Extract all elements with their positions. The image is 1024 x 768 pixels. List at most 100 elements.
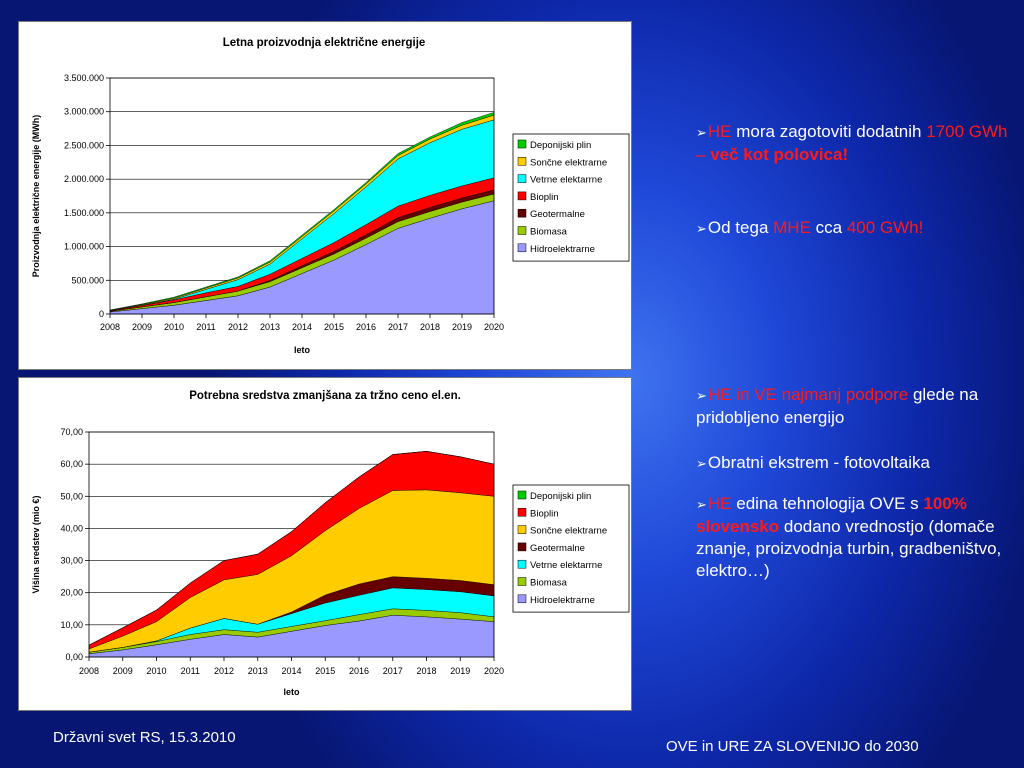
y-tick-label: 1.500.000 xyxy=(64,208,104,218)
chart-panel-funding: Potrebna sredstva zmanjšana za tržno cen… xyxy=(18,377,632,711)
y-tick-label: 20,00 xyxy=(60,588,83,598)
y-tick-label: 70,00 xyxy=(60,427,83,437)
arrow-bullet-icon: ➢ xyxy=(696,388,707,403)
x-tick-label: 2008 xyxy=(100,322,120,332)
x-tick-label: 2020 xyxy=(484,666,504,676)
x-tick-label: 2012 xyxy=(214,666,234,676)
x-tick-label: 2009 xyxy=(113,666,133,676)
legend-swatch xyxy=(517,226,527,235)
bullet-text-part: edina tehnologija OVE s xyxy=(731,494,924,513)
bullet-text-part: glede na pridobljeno energijo xyxy=(696,385,979,427)
footer-title: OVE in URE ZA SLOVENIJO do 2030 xyxy=(666,738,919,755)
legend-label: Biomasa xyxy=(530,578,568,589)
x-tick-label: 2020 xyxy=(484,322,504,332)
y-tick-label: 2.000.000 xyxy=(64,174,104,184)
bullet-photovoltaics: ➢Obratni ekstrem - fotovoltaika xyxy=(696,452,1016,475)
legend-label: Sončne elektrarne xyxy=(530,157,607,168)
y-tick-label: 1.000.000 xyxy=(64,242,104,252)
legend-swatch xyxy=(517,577,527,586)
legend-label: Geotermalne xyxy=(530,543,585,554)
bullet-mhe: ➢Od tega MHE cca 400 GWh! xyxy=(696,217,1016,240)
y-tick-label: 10,00 xyxy=(60,620,83,630)
x-axis-label: leto xyxy=(283,687,300,697)
x-tick-label: 2016 xyxy=(349,666,369,676)
bullet-text-part: cca xyxy=(810,218,847,237)
y-axis-label: Višina sredstev (mio €) xyxy=(31,496,41,594)
legend-label: Hidroelektrarne xyxy=(530,244,595,255)
x-tick-label: 2012 xyxy=(228,322,248,332)
legend-swatch xyxy=(517,191,527,201)
y-tick-label: 30,00 xyxy=(60,556,83,566)
chart-title: Potrebna sredstva zmanjšana za tržno cen… xyxy=(189,390,461,402)
bullet-text-part: HE xyxy=(707,122,732,141)
x-tick-label: 2018 xyxy=(420,322,440,332)
legend-label: Geotermalne xyxy=(530,209,585,220)
bullet-text-part: več kot polovica! xyxy=(710,145,849,164)
x-tick-label: 2019 xyxy=(450,666,470,676)
y-tick-label: 40,00 xyxy=(60,523,83,533)
bullet-he-slovenian: ➢HE edina tehnologija OVE s 100% slovens… xyxy=(696,493,1016,582)
y-tick-label: 50,00 xyxy=(60,491,83,501)
y-tick-label: 3.500.000 xyxy=(64,73,104,83)
x-axis-label: leto xyxy=(294,345,311,355)
legend-label: Vetrne elektarrne xyxy=(530,560,602,571)
bullet-text-part: HE xyxy=(707,494,732,513)
legend-label: Sončne elektrarne xyxy=(530,526,607,537)
bullet-text-part: 100% slovensko xyxy=(696,494,967,536)
legend-swatch xyxy=(517,157,527,166)
chart-panel-production: Letna proizvodnja električne energije 0 50… xyxy=(18,21,632,370)
x-tick-label: 2014 xyxy=(292,322,312,332)
x-tick-label: 2016 xyxy=(356,322,376,332)
y-tick-label: 3.000.000 xyxy=(64,107,104,117)
legend-label: Vetrne elektarrne xyxy=(530,175,602,186)
x-tick-label: 2018 xyxy=(416,666,436,676)
legend-swatch xyxy=(517,208,527,218)
x-tick-label: 2014 xyxy=(281,666,301,676)
bullet-text-part: dodano vrednostjo (domače znanje, proizv… xyxy=(696,517,1002,580)
bullet-text-part: 400 GWh! xyxy=(846,218,924,237)
arrow-bullet-icon: ➢ xyxy=(696,497,707,512)
bullet-text-part: Obratni ekstrem - fotovoltaika xyxy=(707,453,930,472)
x-tick-label: 2017 xyxy=(388,322,408,332)
y-tick-label: 0 xyxy=(99,309,104,319)
legend-label: Deponijski plin xyxy=(530,140,591,151)
x-tick-label: 2011 xyxy=(196,322,215,332)
chart-title: Letna proizvodnja električne energije xyxy=(223,37,426,49)
legend-swatch xyxy=(517,508,527,517)
legend-swatch xyxy=(517,139,527,149)
legend-label: Hidroelektrarne xyxy=(530,595,595,606)
y-tick-label: 60,00 xyxy=(60,459,83,469)
legend-swatch xyxy=(517,594,527,604)
bullet-text-part: 1700 GWh – xyxy=(696,122,1008,164)
legend-swatch xyxy=(517,490,527,500)
legend-label: Bioplin xyxy=(530,192,559,203)
x-tick-label: 2015 xyxy=(315,666,335,676)
y-tick-label: 2.500.000 xyxy=(64,140,104,150)
bullet-text-part: HE in VE najmanj podpore xyxy=(707,385,909,404)
x-tick-label: 2013 xyxy=(260,322,280,332)
bullet-he-additional: ➢HE mora zagotoviti dodatnih 1700 GWh – … xyxy=(696,121,1016,166)
legend-swatch xyxy=(517,174,527,183)
production-area-chart: Letna proizvodnja električne energije 0 50… xyxy=(31,37,630,355)
y-axis-label: Proizvodnja električne energije (MWh) xyxy=(31,115,41,278)
x-tick-label: 2009 xyxy=(132,322,152,332)
x-tick-label: 2010 xyxy=(146,666,166,676)
bullet-he-ve-support: ➢HE in VE najmanj podpore glede na prido… xyxy=(696,384,1016,429)
x-tick-label: 2015 xyxy=(324,322,344,332)
x-tick-label: 2019 xyxy=(452,322,472,332)
bullet-text-part: MHE xyxy=(773,218,811,237)
x-tick-label: 2013 xyxy=(248,666,268,676)
footer-source: Državni svet RS, 15.3.2010 xyxy=(53,729,236,746)
legend-swatch xyxy=(517,525,527,534)
legend-label: Biomasa xyxy=(530,227,568,238)
bullet-text-part: Od tega xyxy=(707,218,774,237)
x-tick-label: 2011 xyxy=(181,666,200,676)
y-tick-label: 500.000 xyxy=(71,275,104,285)
legend-swatch xyxy=(517,559,527,569)
y-tick-label: 0,00 xyxy=(65,652,83,662)
legend-box xyxy=(512,484,630,613)
x-tick-label: 2010 xyxy=(164,322,184,332)
legend-swatch xyxy=(517,243,527,253)
x-tick-label: 2017 xyxy=(383,666,403,676)
legend-label: Bioplin xyxy=(530,508,559,519)
